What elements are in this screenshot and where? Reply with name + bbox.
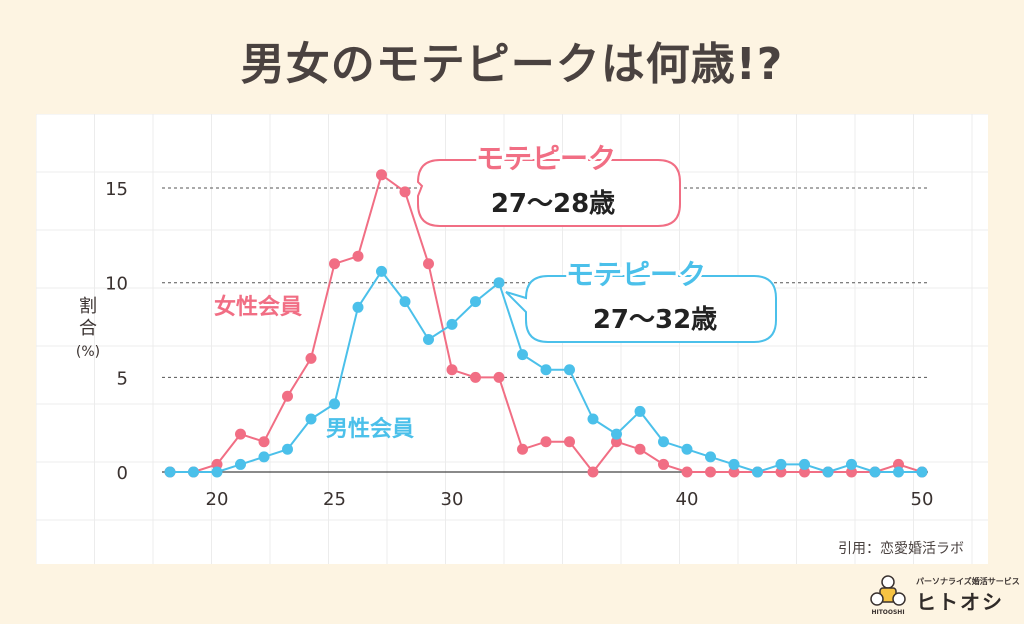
data-point [446,364,458,376]
data-point [235,458,246,470]
x-tick-label: 20 [206,489,229,510]
data-point [399,186,411,198]
data-point [493,277,505,289]
data-point [376,169,387,181]
brand-tagline: パーソナライズ婚活サービス [916,577,1020,586]
data-point [282,390,293,402]
brand-name: ヒトオシ [916,590,1004,614]
data-point [799,466,810,478]
page-title: 男女のモテピークは何歳!? [240,39,784,90]
x-tick-label: 25 [323,489,346,510]
data-point [846,458,857,470]
y-tick-label: 10 [105,274,128,295]
data-point [470,371,481,383]
data-point [540,436,552,448]
data-point [470,296,481,308]
series-male [164,265,928,478]
data-point [164,466,176,478]
data-point [352,301,364,313]
peak-callout: モテピーク 27〜28歳 [416,140,681,227]
data-point [587,466,599,478]
data-point [634,405,646,417]
data-point [517,349,528,361]
callout-bubble [416,159,681,227]
data-point [611,428,622,440]
y-axis-label: (%) [76,344,100,360]
data-point [681,466,693,478]
data-point [211,466,223,478]
data-point [235,428,246,440]
data-point [681,443,693,455]
data-point [376,265,387,277]
callout-bubble [505,275,777,343]
x-tick-label: 30 [441,489,464,510]
series-label: 男性会員 [326,416,414,442]
series-label: 女性会員 [214,294,302,320]
y-tick-label: 0 [117,463,128,484]
data-point [258,436,270,448]
callout-heading: モテピーク [476,142,616,175]
data-point [775,466,787,478]
data-point [329,258,340,270]
data-point [423,333,434,345]
y-axis-label: 割 [79,296,97,317]
data-point [728,466,740,478]
peak-callout: モテピーク 27〜32歳 [505,256,777,343]
data-point [705,451,716,463]
callout-age-range: 27〜28歳 [491,189,615,219]
data-point [822,466,834,478]
data-point [728,458,740,470]
data-point [587,413,599,425]
x-tick-label: 40 [676,489,699,510]
data-point [893,458,904,470]
data-point [705,466,716,478]
data-point [446,318,458,330]
y-axis-label: 合 [79,318,97,339]
data-point [188,466,199,478]
x-tick-label: 50 [911,489,934,510]
data-point [399,296,411,308]
data-point [752,466,763,478]
data-point [846,466,857,478]
data-point [916,466,928,478]
data-point [517,443,528,455]
data-point [493,371,505,383]
data-point [564,364,575,376]
data-point [658,458,669,470]
chart-panel: 0 5 10 15 20 25 30 40 50 割合 (%) 女性会員男性会員 モテピーク 27〜28歳… [36,114,988,564]
data-point [305,352,317,364]
data-point [658,436,669,448]
data-point [799,458,810,470]
data-point [564,436,575,448]
data-point [258,451,270,463]
data-point [611,436,622,448]
data-point [305,413,317,425]
mascot-icon: HITOOSHI [870,575,906,616]
data-point [352,250,364,262]
mascot-text: HITOOSHI [871,609,904,616]
y-tick-label: 5 [117,368,128,389]
data-point [540,364,552,376]
data-point [329,398,340,410]
data-point [634,443,646,455]
source-citation: 引用：恋愛婚活ラボ [838,541,964,557]
callout-heading: モテピーク [566,258,706,291]
data-point [282,443,293,455]
data-point [423,258,434,270]
data-point [775,458,787,470]
brand-logo: HITOOSHI パーソナライズ婚活サービス ヒトオシ [864,574,1020,616]
callout-age-range: 27〜32歳 [593,305,717,335]
data-point [869,466,881,478]
data-point [211,458,223,470]
data-point [893,466,904,478]
y-tick-label: 15 [105,179,128,200]
